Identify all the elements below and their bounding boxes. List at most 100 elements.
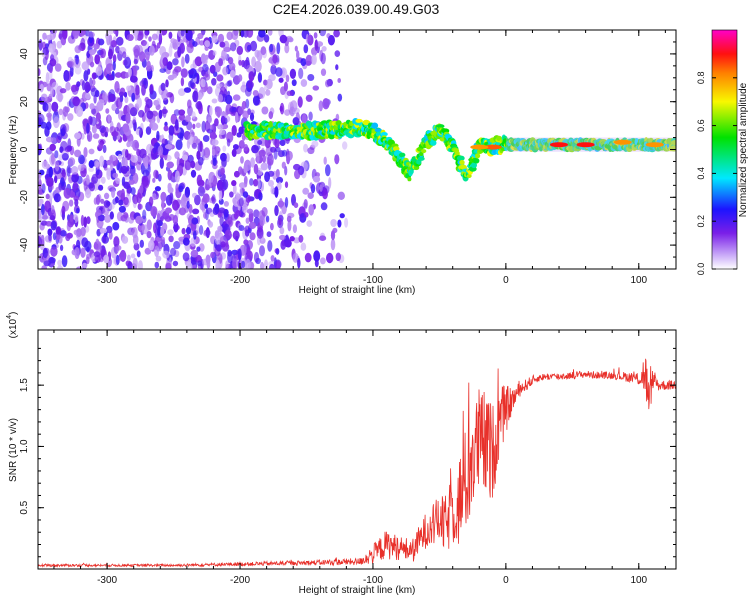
- noise-cell: [161, 198, 165, 210]
- noise-cell: [229, 70, 236, 78]
- noise-cell: [201, 258, 209, 266]
- x-tick: 0: [503, 30, 509, 286]
- noise-cell: [268, 180, 274, 187]
- noise-cell: [53, 116, 60, 129]
- noise-cell: [307, 192, 314, 200]
- noise-cell: [114, 72, 122, 78]
- noise-cell: [246, 208, 254, 214]
- noise-cell: [60, 244, 64, 251]
- noise-cell: [178, 239, 185, 245]
- noise-cell: [100, 198, 105, 204]
- noise-cell: [89, 103, 95, 110]
- signal-cell: [459, 164, 467, 170]
- noise-cell: [320, 52, 326, 65]
- noise-cell: [319, 235, 327, 241]
- noise-cell: [132, 234, 139, 245]
- noise-cell: [92, 133, 100, 139]
- noise-cell: [191, 131, 195, 137]
- noise-cell: [225, 108, 229, 116]
- noise-cell: [203, 212, 207, 219]
- noise-cell: [225, 152, 230, 163]
- noise-cell: [257, 140, 263, 145]
- noise-cell: [279, 226, 285, 235]
- noise-cell: [58, 108, 64, 116]
- colorbar-scale: [712, 30, 737, 269]
- noise-cell: [99, 125, 106, 133]
- noise-cell: [72, 181, 79, 191]
- noise-cell: [168, 31, 173, 39]
- noise-cell: [162, 57, 168, 66]
- noise-cell: [138, 109, 145, 118]
- noise-cell: [284, 239, 292, 248]
- noise-cell: [294, 169, 301, 180]
- noise-cell: [187, 99, 192, 109]
- noise-cell: [279, 139, 286, 146]
- noise-cell: [159, 46, 167, 57]
- spectrogram-xlabel: Height of straight line (km): [299, 285, 416, 296]
- noise-cell: [208, 172, 214, 183]
- noise-cell: [243, 239, 249, 246]
- noise-cell: [250, 40, 258, 52]
- noise-cell: [223, 201, 229, 207]
- noise-cell: [304, 212, 309, 218]
- noise-cell: [252, 90, 259, 97]
- noise-cell: [194, 56, 203, 67]
- noise-cell: [215, 244, 222, 252]
- noise-cell: [239, 197, 244, 207]
- noise-cell: [94, 54, 100, 65]
- noise-cell: [245, 258, 251, 269]
- noise-cell: [298, 67, 304, 80]
- noise-cell: [209, 131, 216, 137]
- noise-cell: [83, 147, 88, 158]
- y-tick: 1.0: [19, 439, 676, 453]
- noise-cell: [104, 214, 111, 223]
- noise-cell: [266, 231, 272, 238]
- noise-cell: [200, 53, 207, 64]
- noise-cell: [223, 51, 228, 59]
- noise-cell: [180, 77, 185, 87]
- noise-cell: [257, 72, 262, 83]
- noise-cell: [215, 259, 220, 269]
- noise-cell: [164, 144, 173, 150]
- colorbar-tick-label: 0.4: [696, 167, 706, 180]
- noise-cell: [139, 185, 144, 194]
- noise-cell: [217, 225, 223, 232]
- colorbar-tick: 0.2: [696, 215, 737, 227]
- noise-cell: [133, 58, 138, 65]
- x-tick-label: -200: [230, 575, 250, 586]
- noise-cell: [337, 219, 342, 228]
- noise-cell: [253, 209, 260, 218]
- noise-cell: [115, 177, 121, 184]
- noise-cell: [220, 152, 227, 162]
- noise-cell: [107, 185, 115, 192]
- noise-cell: [344, 217, 349, 228]
- noise-cell: [190, 256, 197, 266]
- noise-cell: [158, 109, 163, 119]
- noise-cell: [42, 102, 49, 112]
- x-tick: 100: [630, 30, 648, 286]
- noise-cell: [197, 179, 205, 187]
- noise-cell: [55, 234, 61, 240]
- noise-cell: [116, 36, 124, 46]
- noise-cell: [63, 70, 70, 82]
- noise-cell: [194, 194, 201, 206]
- x-tick: -300: [97, 330, 118, 586]
- noise-cell: [124, 72, 129, 79]
- x-tick: -200: [230, 330, 250, 586]
- noise-cell: [96, 101, 104, 112]
- noise-cell: [300, 242, 307, 251]
- noise-cell: [235, 111, 239, 124]
- noise-cell: [294, 45, 298, 52]
- noise-cell: [233, 144, 239, 150]
- noise-cell: [66, 165, 71, 177]
- noise-cell: [190, 237, 196, 248]
- noise-cell: [178, 88, 186, 96]
- noise-cell: [209, 64, 216, 74]
- noise-cell: [199, 140, 203, 153]
- noise-cell: [190, 169, 197, 178]
- noise-cell: [196, 150, 201, 160]
- noise-cell: [233, 212, 239, 220]
- noise-cell: [245, 217, 250, 224]
- noise-cell: [178, 113, 186, 121]
- noise-cell: [275, 248, 280, 255]
